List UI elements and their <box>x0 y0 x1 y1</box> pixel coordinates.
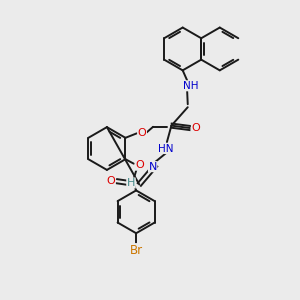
Text: O: O <box>138 128 146 138</box>
Text: O: O <box>191 123 200 133</box>
Text: N: N <box>148 162 157 172</box>
Text: O: O <box>135 160 144 170</box>
Text: NH: NH <box>183 81 199 91</box>
Text: HN: HN <box>158 143 173 154</box>
Text: O: O <box>106 176 115 186</box>
Text: Br: Br <box>130 244 143 257</box>
Text: H: H <box>127 178 135 188</box>
